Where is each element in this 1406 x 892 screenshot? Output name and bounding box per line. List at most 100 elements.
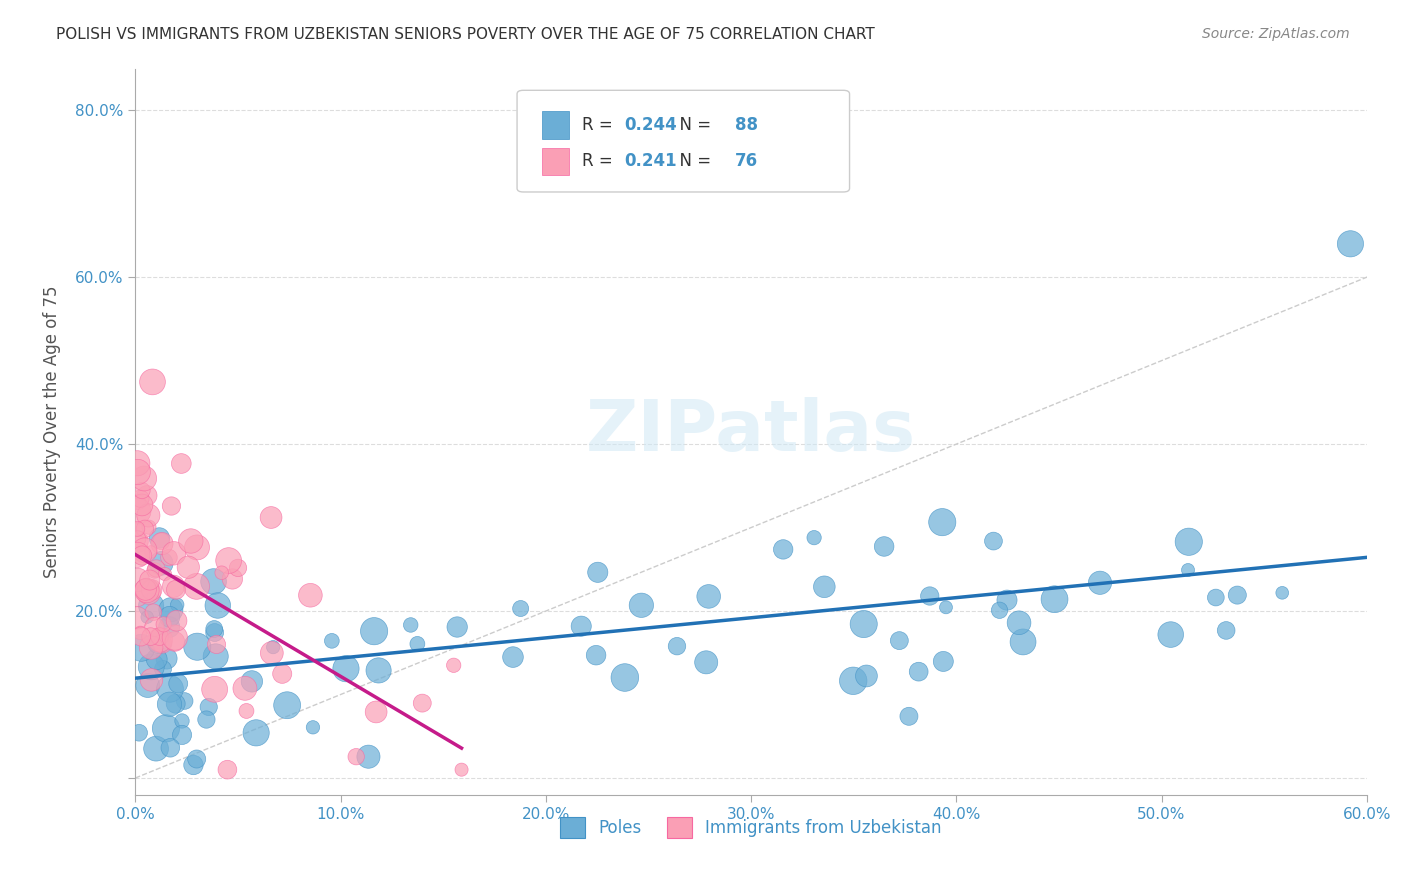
Text: R =: R = [582, 116, 619, 134]
Point [406, 637, 429, 651]
Point [145, 561, 167, 575]
Point [163, 634, 186, 648]
Point [665, 639, 688, 653]
Point [141, 599, 163, 613]
Point [363, 624, 385, 639]
FancyBboxPatch shape [517, 90, 849, 192]
Point [180, 534, 202, 549]
Point [873, 540, 896, 554]
Text: N =: N = [668, 153, 716, 170]
Point [159, 609, 181, 624]
Point [367, 664, 389, 678]
Point [145, 741, 167, 756]
Point [127, 534, 149, 549]
Point [153, 567, 176, 582]
Point [271, 666, 294, 681]
Point [852, 617, 875, 632]
Text: 76: 76 [735, 153, 758, 170]
Point [127, 456, 149, 470]
Point [148, 531, 170, 545]
Point [129, 626, 152, 640]
Point [186, 640, 208, 654]
Point [443, 658, 465, 673]
Point [138, 520, 160, 534]
Text: N =: N = [668, 116, 716, 134]
Point [502, 650, 524, 665]
Point [157, 620, 180, 634]
Point [131, 549, 153, 563]
Point [1177, 563, 1199, 577]
Point [569, 619, 592, 633]
Point [170, 728, 193, 742]
Point [697, 590, 720, 604]
Point [160, 603, 183, 617]
Point [139, 545, 162, 559]
Point [150, 536, 173, 550]
Point [128, 495, 150, 509]
Point [127, 522, 149, 536]
Point [357, 749, 380, 764]
Point [150, 557, 173, 571]
Point [772, 542, 794, 557]
Point [155, 722, 177, 736]
Point [186, 752, 208, 766]
Point [139, 630, 162, 644]
Point [177, 560, 200, 574]
Point [141, 673, 163, 687]
Point [141, 660, 163, 674]
Point [932, 655, 955, 669]
Point [135, 582, 157, 597]
Point [136, 610, 159, 624]
Point [143, 620, 166, 634]
Point [170, 714, 193, 728]
Point [695, 656, 717, 670]
Point [344, 749, 367, 764]
Point [159, 681, 181, 696]
Point [1271, 586, 1294, 600]
Point [988, 603, 1011, 617]
Point [1339, 236, 1361, 251]
Point [145, 652, 167, 666]
Point [399, 618, 422, 632]
Point [411, 696, 433, 710]
Point [134, 522, 156, 536]
Point [889, 633, 911, 648]
Point [127, 522, 149, 536]
Point [335, 662, 357, 676]
Point [509, 601, 531, 615]
Point [907, 665, 929, 679]
Point [204, 682, 226, 697]
Point [1178, 534, 1201, 549]
Point [276, 698, 298, 713]
Point [148, 636, 170, 650]
Point [630, 599, 652, 613]
Point [1088, 575, 1111, 590]
Point [143, 564, 166, 578]
Point [139, 573, 162, 587]
Point [131, 498, 153, 512]
Point [240, 674, 263, 689]
Point [127, 465, 149, 479]
Point [166, 614, 188, 628]
Point [138, 508, 160, 523]
Point [166, 598, 188, 612]
Point [1160, 627, 1182, 641]
Point [207, 599, 229, 613]
Point [163, 631, 186, 645]
Text: Source: ZipAtlas.com: Source: ZipAtlas.com [1202, 27, 1350, 41]
Point [128, 725, 150, 739]
Point [170, 457, 193, 471]
Point [1226, 588, 1249, 602]
Point [141, 582, 163, 597]
Text: 88: 88 [735, 116, 758, 134]
Point [302, 720, 325, 734]
Point [1215, 624, 1237, 638]
Point [129, 640, 152, 655]
Point [127, 573, 149, 587]
Point [136, 489, 159, 503]
Point [159, 740, 181, 755]
Point [226, 561, 249, 575]
Point [152, 617, 174, 632]
Point [134, 543, 156, 558]
Point [183, 758, 205, 772]
